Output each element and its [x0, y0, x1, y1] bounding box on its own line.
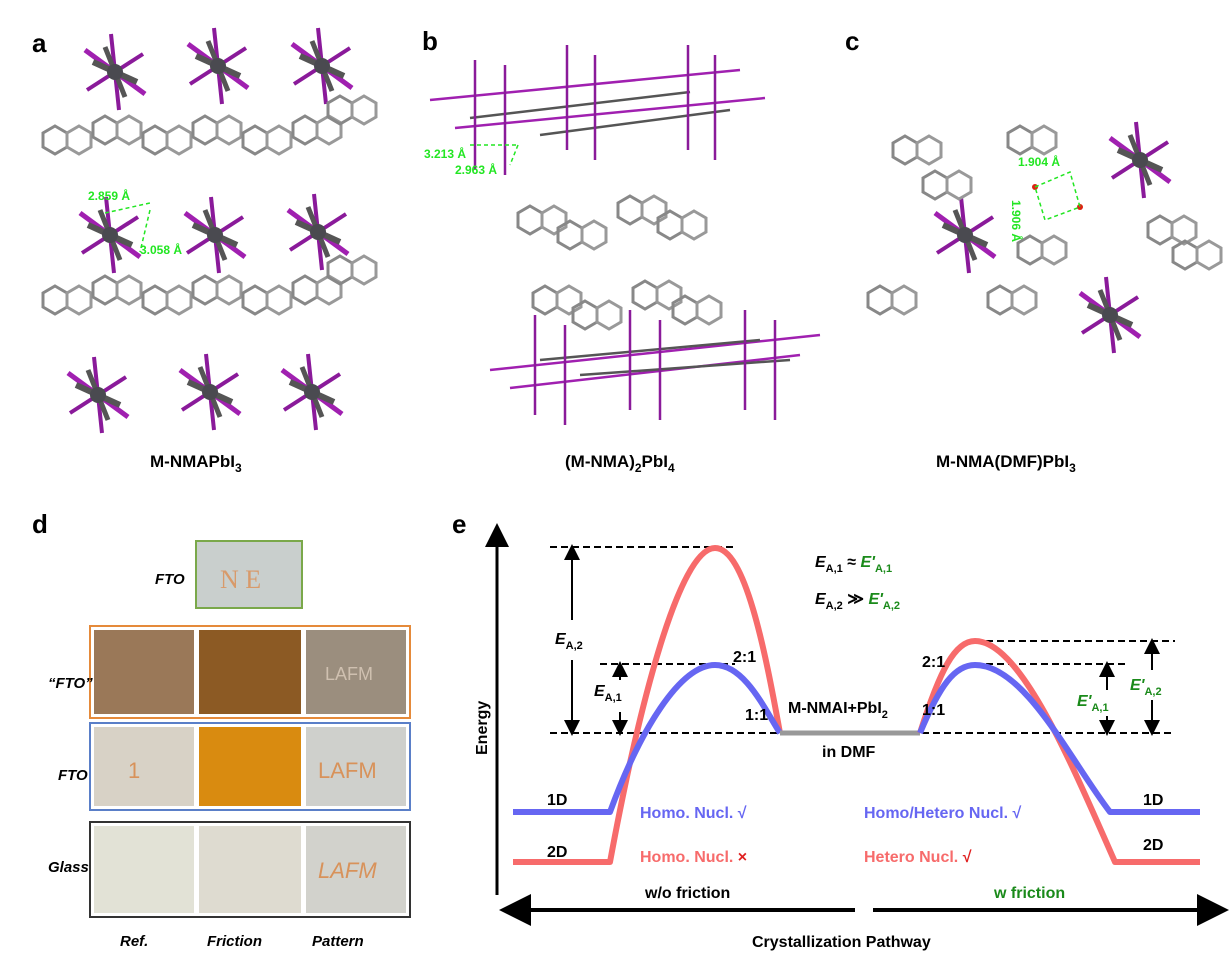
sample-photo [94, 630, 194, 714]
sample-photo [306, 727, 406, 806]
sample-writing: 1 [128, 758, 140, 783]
panel-e: e Energy Crystallization Pathway w/o fri… [452, 509, 1229, 951]
condition-label-left: w/o friction [644, 885, 730, 902]
distance-label: 2.963 Å [455, 162, 497, 177]
column-label: Pattern [312, 933, 364, 950]
panel-label-c: c [845, 26, 859, 56]
row-label: “FTO” [48, 675, 93, 692]
sample-photo [199, 727, 301, 806]
barrier-label-ea2: EA,2 [555, 631, 583, 652]
row-label: FTO [58, 767, 88, 784]
panel-label-e: e [452, 509, 466, 539]
phase-label-2d-right: 2D [1143, 837, 1163, 854]
sample-photo [199, 826, 301, 913]
organic-layer [41, 94, 378, 316]
panel-b: b 3.213 Å 2.963 Å (M-NMA)2PbI4 [422, 26, 821, 475]
barrier-label-ea1-prime: E'A,1 [1077, 693, 1109, 714]
structure-title-c: M-NMA(DMF)PbI3 [936, 452, 1076, 475]
sample-writing: N E [220, 565, 261, 594]
curve-1d-with-friction [917, 662, 1200, 815]
y-axis-label: Energy [474, 701, 491, 755]
panel-label-a: a [32, 28, 47, 58]
barrier-label-ea1: EA,1 [594, 683, 622, 704]
sample-writing: LAFM [325, 664, 373, 684]
pbi6-octahedra [68, 28, 352, 433]
ratio-label-right-2-1: 2:1 [922, 654, 945, 671]
equation-1: EA,1 ≈ E'A,1 [815, 554, 892, 575]
inorganic-layer-bottom [489, 310, 821, 425]
sample-photo [199, 630, 301, 714]
curve-2d-with-friction [917, 638, 1200, 865]
nucleation-note-right-red: Hetero Nucl. √ [864, 849, 972, 866]
ratio-label-left-1-1: 1:1 [745, 707, 768, 724]
row-label: FTO [155, 571, 185, 588]
sample-photo [94, 826, 194, 913]
distance-label: 1.906 Å [1009, 200, 1024, 242]
panel-d: d N E FTO LAFM “FTO” 1 LAFM FTO LAFM Gla… [32, 509, 411, 950]
x-axis-label: Crystallization Pathway [752, 934, 931, 951]
nucleation-note-left-red: Homo. Nucl. × [640, 849, 747, 866]
sample-writing: LAFM [318, 858, 377, 883]
sample-photo [306, 630, 406, 714]
nucleation-note-right-blue: Homo/Hetero Nucl. √ [864, 805, 1021, 822]
sample-photo [306, 826, 406, 913]
distance-label: 3.213 Å [424, 146, 466, 161]
panel-label-b: b [422, 26, 438, 56]
distance-label: 1.904 Å [1018, 154, 1060, 169]
barrier-arrows [564, 544, 1160, 736]
phase-label-2d-left: 2D [547, 844, 567, 861]
column-label: Friction [207, 933, 262, 950]
inorganic-layer-top [429, 45, 766, 175]
panel-c: c 1.904 Å 1.906 Å M-NMA(DMF)PbI3 [845, 26, 1223, 475]
structure-title-b: (M-NMA)2PbI4 [565, 452, 675, 475]
barrier-label-ea2-prime: E'A,2 [1130, 677, 1162, 698]
sample-fto-top: N E [195, 540, 303, 609]
ratio-label-left-2-1: 2:1 [733, 649, 756, 666]
phase-label-1d-right: 1D [1143, 792, 1163, 809]
sample-writing: LAFM [318, 758, 377, 783]
row-label: Glass [48, 859, 89, 876]
distance-label: 3.058 Å [140, 242, 182, 257]
curve-1d-without-friction [513, 662, 783, 815]
nucleation-note-left-blue: Homo. Nucl. √ [640, 805, 747, 822]
ratio-label-right-1-1: 1:1 [922, 702, 945, 719]
column-label: Ref. [120, 933, 148, 950]
equation-2: EA,2 ≫ E'A,2 [815, 591, 900, 612]
solvent-label: in DMF [822, 744, 876, 761]
precursor-label: M-NMAI+PbI2 [788, 700, 888, 721]
organic-layer [516, 194, 723, 331]
phase-label-1d-left: 1D [547, 792, 567, 809]
panel-a: a 2.859 Å 3.058 Å M-NMAPbI3 [32, 28, 378, 475]
condition-label-right: w friction [993, 885, 1065, 902]
sample-photo [94, 727, 194, 806]
distance-label: 2.859 Å [88, 188, 130, 203]
energy-curves [513, 545, 1200, 865]
panel-label-d: d [32, 509, 48, 539]
structure-title-a: M-NMAPbI3 [150, 452, 242, 475]
